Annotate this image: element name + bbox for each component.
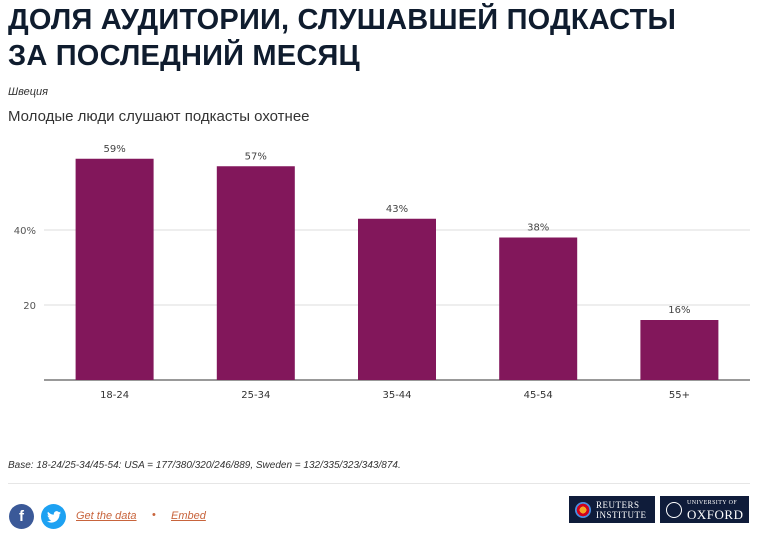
bar <box>358 218 436 380</box>
reuters-logo-line1: REUTERS <box>596 499 640 510</box>
title-line-2: ЗА ПОСЛЕДНИЙ МЕСЯЦ <box>8 40 360 72</box>
chart-subtitle: Швеция <box>8 86 49 98</box>
title-line-1: ДОЛЯ АУДИТОРИИ, СЛУШАВШЕЙ ПОДКАСТЫ <box>8 4 677 36</box>
y-tick-label: 20 <box>23 301 36 312</box>
oxford-university-logo[interactable]: UNIVERSITY OF OXFORD <box>660 496 749 523</box>
data-label: 16% <box>668 305 690 316</box>
facebook-icon: f <box>19 508 24 525</box>
y-tick-label: 40% <box>14 226 36 237</box>
chart-description: Молодые люди слушают подкасты охотнее <box>8 108 310 125</box>
reuters-logo-text: REUTERS INSTITUTE <box>596 500 647 520</box>
reuters-logo-line2: INSTITUTE <box>596 509 647 520</box>
x-tick-label: 55+ <box>669 390 690 401</box>
reuters-emblem-icon <box>575 501 591 518</box>
label-layer: 40% 20 59% 18-24 57% 25-34 43% 35-44 38% 45-54 16%… <box>14 144 691 401</box>
x-tick-label: 45-54 <box>524 390 553 401</box>
data-label: 38% <box>527 223 549 234</box>
reuters-institute-logo[interactable]: REUTERS INSTITUTE <box>569 496 655 523</box>
footer-divider <box>8 483 750 484</box>
data-label: 57% <box>245 151 267 162</box>
bar <box>499 237 578 380</box>
oxford-logo-line1: UNIVERSITY OF <box>687 500 738 506</box>
get-data-link[interactable]: Get the data <box>76 510 137 522</box>
oxford-seal-icon <box>666 501 682 518</box>
twitter-share-button[interactable] <box>41 504 66 529</box>
oxford-logo-line2: OXFORD <box>687 507 744 522</box>
x-tick-label: 18-24 <box>100 390 129 401</box>
bar-chart: 40% 20 59% 18-24 57% 25-34 43% 35-44 38% 45-54 16%… <box>14 144 750 401</box>
bar <box>75 158 154 380</box>
page-title: ДОЛЯ АУДИТОРИИ, СЛУШАВШЕЙ ПОДКАСТЫ ЗА ПО… <box>8 2 748 74</box>
data-label: 59% <box>103 144 125 155</box>
bar-layer <box>75 158 719 380</box>
bar <box>216 166 295 380</box>
embed-link[interactable]: Embed <box>171 510 206 522</box>
base-note: Base: 18-24/25-34/45-54: USA = 177/380/3… <box>8 460 401 471</box>
facebook-share-button[interactable]: f <box>9 504 34 529</box>
twitter-icon <box>46 510 61 523</box>
oxford-logo-text: UNIVERSITY OF OXFORD <box>687 498 743 521</box>
bar <box>640 320 719 380</box>
x-tick-label: 35-44 <box>382 390 411 401</box>
data-label: 43% <box>386 204 408 215</box>
x-tick-label: 25-34 <box>241 390 270 401</box>
link-separator: • <box>152 509 156 521</box>
